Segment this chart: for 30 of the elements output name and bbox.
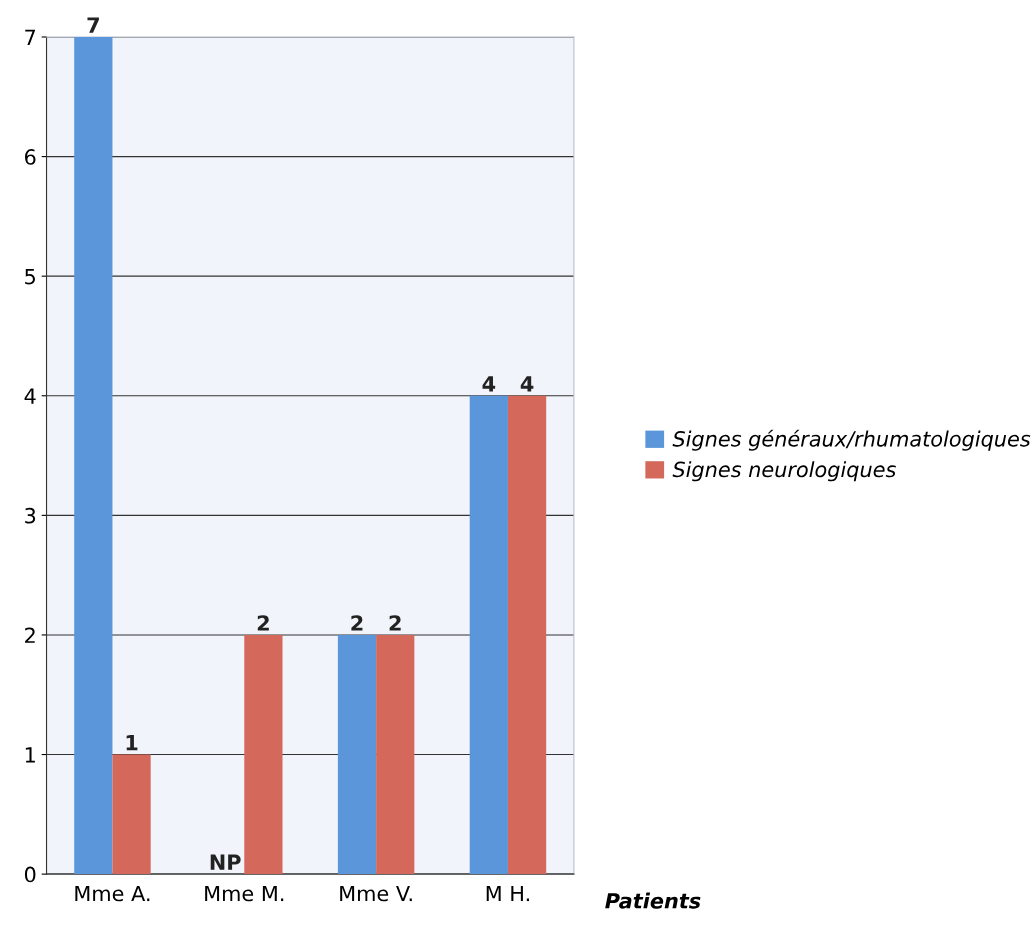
y-tick-label: 3 bbox=[25, 507, 36, 524]
y-tick-label: 1 bbox=[25, 747, 35, 763]
data-label: 2 bbox=[257, 615, 269, 631]
data-label: 4 bbox=[520, 376, 534, 392]
legend-label: Signes neurologiques bbox=[672, 461, 896, 482]
data-label: 2 bbox=[389, 615, 401, 631]
bar bbox=[74, 37, 113, 875]
bar bbox=[112, 754, 151, 875]
bar bbox=[469, 395, 508, 875]
x-axis-title: Patients bbox=[605, 892, 701, 909]
x-tick-label: Mme V. bbox=[340, 885, 412, 902]
x-tick-label: M H. bbox=[486, 885, 529, 902]
y-tick-label: 4 bbox=[24, 388, 36, 404]
legend-label: Signes généraux/rhumatologiques bbox=[672, 429, 1031, 451]
x-tick-label: Mme A. bbox=[75, 885, 150, 902]
text: NP bbox=[210, 854, 241, 870]
bar bbox=[337, 634, 377, 875]
data-label: 4 bbox=[482, 376, 496, 392]
y-tick-label: 2 bbox=[25, 627, 35, 643]
bar bbox=[376, 634, 415, 875]
y-tick-label: 6 bbox=[25, 149, 36, 165]
y-tick-label: 7 bbox=[25, 29, 36, 45]
bar bbox=[244, 634, 283, 875]
data-label: 7 bbox=[87, 17, 99, 33]
y-tick-label: 5 bbox=[25, 268, 35, 285]
y-tick-label: 0 bbox=[24, 866, 36, 883]
bar bbox=[507, 395, 547, 875]
data-label: 2 bbox=[351, 615, 363, 631]
x-tick-label: Mme M. bbox=[205, 885, 284, 902]
data-label: 1 bbox=[126, 735, 138, 751]
